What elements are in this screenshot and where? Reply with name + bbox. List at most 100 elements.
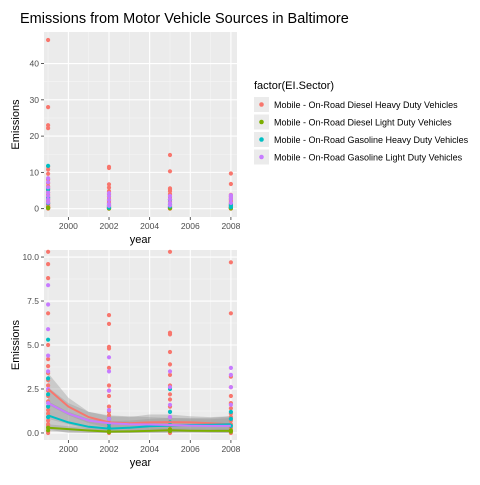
data-point-series-4 xyxy=(228,197,233,202)
data-point-series-1 xyxy=(46,37,51,43)
data-point-series-4 xyxy=(106,369,112,374)
data-point-series-1 xyxy=(46,418,51,423)
data-point-series-1 xyxy=(106,383,112,388)
data-point-series-1 xyxy=(167,152,173,158)
data-point-series-4 xyxy=(167,369,173,374)
data-point-series-4 xyxy=(167,415,173,420)
y-tick-label: 30 xyxy=(30,95,40,105)
data-point-series-1 xyxy=(46,357,51,362)
y-tick-label: 0 xyxy=(34,204,39,214)
data-point-series-1 xyxy=(46,311,51,316)
x-tick-label: 2006 xyxy=(181,444,200,454)
smooth-line-4 xyxy=(47,402,231,427)
data-point-series-4 xyxy=(46,302,51,307)
legend-swatch-3 xyxy=(259,137,264,142)
x-tick-label: 2000 xyxy=(59,221,78,231)
data-point-series-4 xyxy=(228,372,233,377)
data-point-series-3 xyxy=(46,404,51,409)
data-point-series-4 xyxy=(106,191,112,196)
data-point-series-1 xyxy=(228,311,233,316)
y-tick-label: 2.5 xyxy=(27,384,39,394)
data-point-series-1 xyxy=(106,404,112,409)
data-point-series-3 xyxy=(228,205,233,210)
data-point-series-4 xyxy=(46,283,51,288)
data-point-series-1 xyxy=(167,362,173,367)
confidence-band-1 xyxy=(48,373,231,432)
data-point-series-4 xyxy=(106,355,112,360)
x-axis-title: year xyxy=(130,457,152,469)
data-point-series-2 xyxy=(46,206,51,211)
data-point-series-3 xyxy=(228,416,233,421)
y-axis-title: Emissions xyxy=(10,99,22,150)
data-point-series-3 xyxy=(228,409,233,414)
data-point-series-1 xyxy=(167,189,173,194)
data-point-series-1 xyxy=(46,262,51,267)
data-point-series-1 xyxy=(46,411,51,416)
y-tick-label: 40 xyxy=(30,59,40,69)
data-point-series-1 xyxy=(106,413,112,418)
data-point-series-4 xyxy=(46,185,51,190)
data-point-series-1 xyxy=(167,249,173,254)
data-point-series-1 xyxy=(228,181,233,187)
data-point-series-1 xyxy=(167,169,173,174)
x-tick-label: 2002 xyxy=(100,444,119,454)
y-tick-label: 10 xyxy=(30,167,40,177)
data-point-series-1 xyxy=(106,365,112,370)
data-point-series-4 xyxy=(106,203,112,208)
x-tick-label: 2008 xyxy=(221,221,240,231)
data-point-series-4 xyxy=(167,402,173,407)
legend-title: factor(EI.Sector) xyxy=(254,80,334,92)
data-point-series-3 xyxy=(46,337,51,342)
data-point-series-4 xyxy=(46,200,51,205)
data-point-series-1 xyxy=(106,185,112,190)
smooth-line-2 xyxy=(48,426,231,433)
data-point-series-4 xyxy=(46,193,51,199)
data-point-series-4 xyxy=(46,327,51,332)
data-point-series-1 xyxy=(228,393,233,399)
data-point-series-3 xyxy=(46,376,51,381)
data-point-series-4 xyxy=(228,385,233,390)
data-point-series-1 xyxy=(228,406,233,411)
legend-label-1: Mobile - On-Road Diesel Heavy Duty Vehic… xyxy=(274,100,458,110)
x-axis-title: year xyxy=(130,234,152,246)
data-point-series-4 xyxy=(167,203,173,208)
legend-label-2: Mobile - On-Road Diesel Light Duty Vehic… xyxy=(274,118,452,128)
data-point-series-1 xyxy=(46,383,51,388)
data-point-series-1 xyxy=(106,313,112,318)
data-point-series-4 xyxy=(46,180,51,185)
legend-items: Mobile - On-Road Diesel Heavy Duty Vehic… xyxy=(254,97,469,165)
data-point-series-1 xyxy=(106,321,112,326)
data-point-series-1 xyxy=(46,276,51,281)
data-point-series-4 xyxy=(46,176,51,181)
data-point-series-1 xyxy=(167,372,173,377)
data-point-series-4 xyxy=(228,365,233,370)
data-point-series-4 xyxy=(106,416,112,421)
x-tick-label: 2002 xyxy=(100,221,119,231)
data-point-series-1 xyxy=(228,260,233,265)
data-point-series-4 xyxy=(46,369,51,374)
legend-swatch-2 xyxy=(259,119,264,125)
data-point-series-2 xyxy=(46,428,51,433)
x-tick-label: 2004 xyxy=(140,444,159,454)
data-point-series-1 xyxy=(106,393,112,399)
data-point-series-1 xyxy=(46,167,51,172)
data-point-series-3 xyxy=(46,392,51,397)
legend-label-3: Mobile - On-Road Gasoline Heavy Duty Veh… xyxy=(274,135,469,145)
legend: factor(EI.Sector) Mobile - On-Road Diese… xyxy=(254,80,469,165)
data-point-series-1 xyxy=(167,392,173,397)
data-point-series-4 xyxy=(106,197,112,203)
data-point-series-1 xyxy=(46,342,51,348)
y-tick-label: 0.0 xyxy=(27,428,39,438)
y-tick-label: 20 xyxy=(30,131,40,141)
x-tick-label: 2008 xyxy=(221,444,240,454)
y-axis-title: Emissions xyxy=(10,319,22,370)
legend-label-4: Mobile - On-Road Gasoline Light Duty Veh… xyxy=(274,153,463,163)
y-tick-label: 5.0 xyxy=(27,340,39,350)
data-point-series-1 xyxy=(228,171,233,176)
data-point-series-4 xyxy=(46,353,51,358)
data-point-series-1 xyxy=(46,408,51,413)
data-point-series-4 xyxy=(228,402,233,407)
legend-swatch-1 xyxy=(259,102,264,107)
data-point-series-3 xyxy=(167,409,173,414)
